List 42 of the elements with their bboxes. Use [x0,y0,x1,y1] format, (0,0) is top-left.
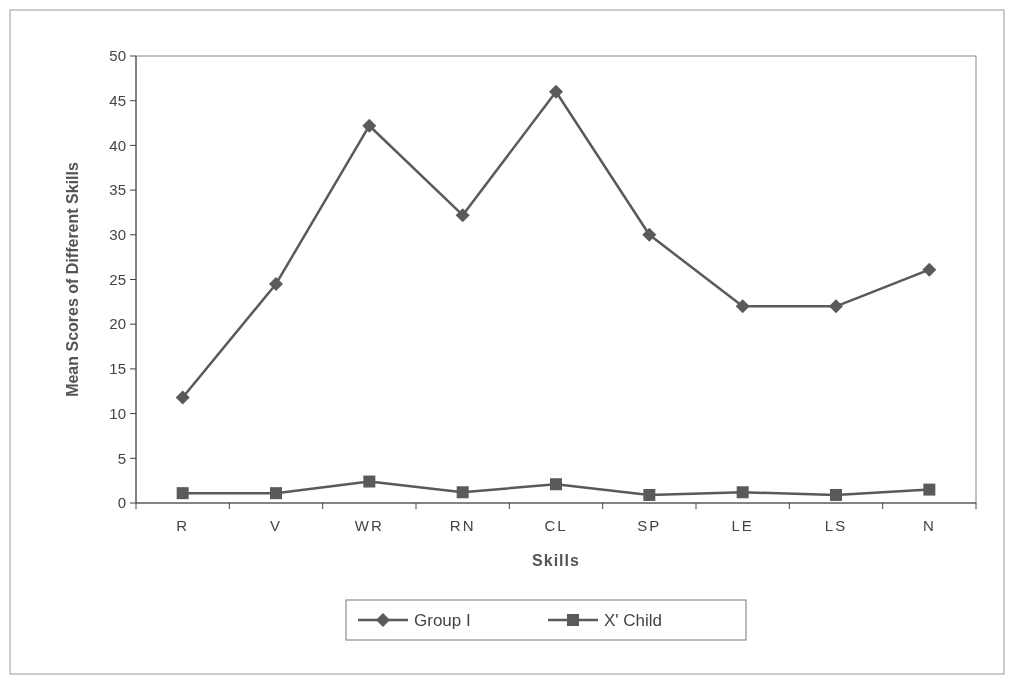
y-tick-label: 50 [109,47,126,65]
point [642,227,657,242]
x-tick-label: R [176,517,190,534]
point [922,262,937,277]
y-tick-label: 45 [109,91,126,109]
legend-label: X' Child [604,610,663,630]
x-axis-title: Skills [532,552,580,569]
y-tick-label: 30 [109,226,126,244]
x-tick-label: N [922,517,936,534]
point [455,208,470,223]
x-tick-label: LE [731,517,754,534]
point [456,486,469,499]
point [549,84,563,99]
x-tick-label: LS [824,517,848,534]
point [176,487,189,500]
y-tick-label: 15 [109,360,126,378]
point [736,486,749,499]
y-tick-label: 35 [109,181,126,199]
point [362,118,377,133]
point [830,488,842,501]
y-tick-label: 40 [109,136,126,154]
y-tick-label: 20 [109,315,126,333]
point [269,276,283,291]
y-tick-label: 0 [117,494,126,512]
y-tick-label: 10 [109,404,126,422]
point [923,483,936,496]
x-tick-label: WR [354,517,384,534]
point [643,488,656,501]
point [363,475,376,488]
y-tick-label: 25 [109,270,126,288]
x-tick-label: V [269,517,283,534]
point [175,390,190,405]
y-axis-title: Mean Scores of Different Skills [64,162,81,397]
point [550,478,562,491]
x-tick-label: SP [637,517,662,534]
x-tick-label: RN [449,517,476,534]
x-tick-label: CL [544,517,568,534]
point [270,487,282,500]
y-tick-label: 5 [117,449,126,467]
point [735,299,750,314]
point [829,299,843,314]
legend-label: Group I [414,610,471,630]
